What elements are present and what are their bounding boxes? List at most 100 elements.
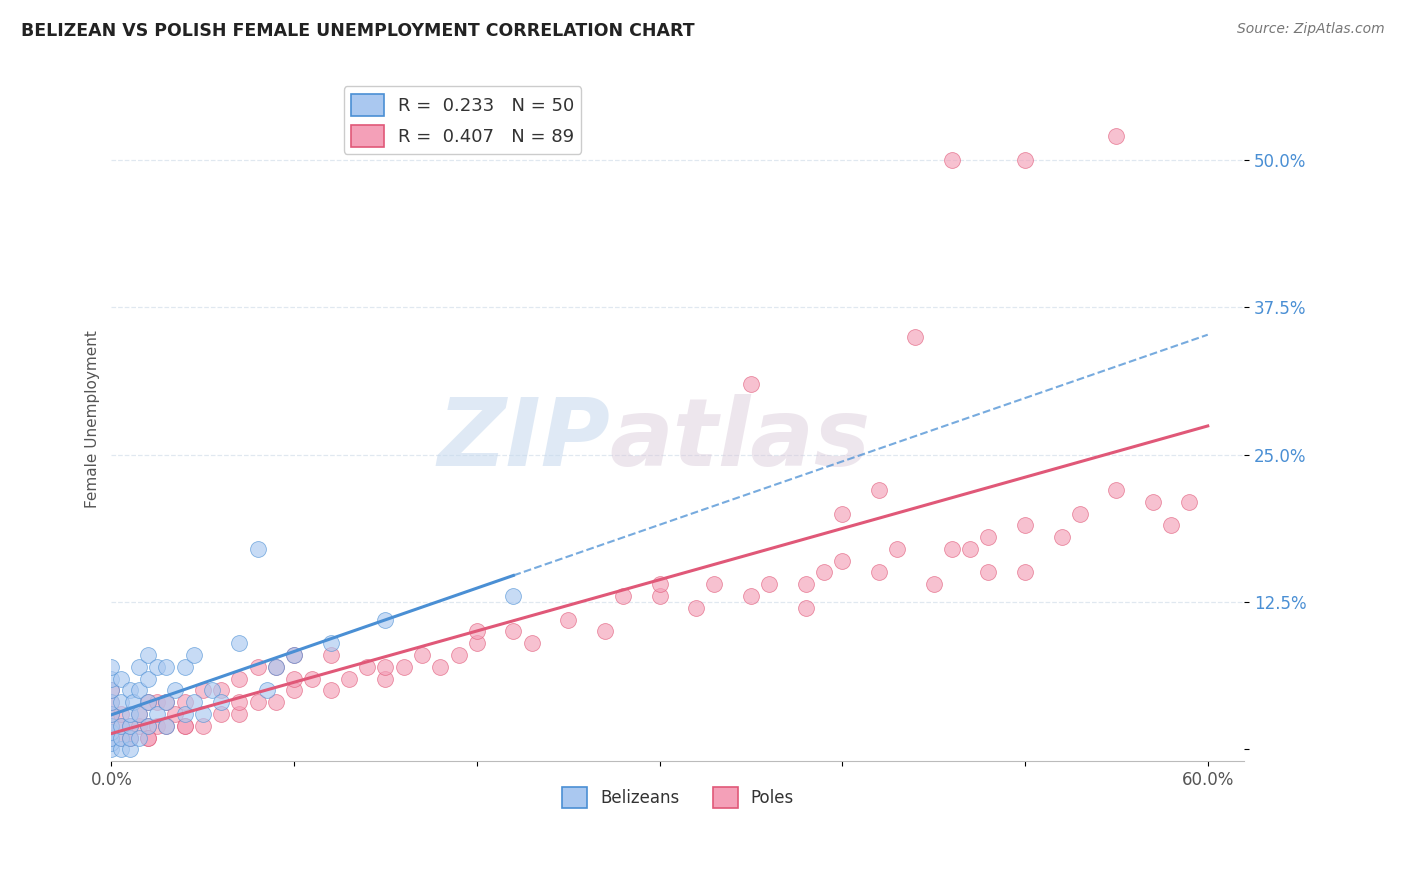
Point [146, 695, 169, 709]
Point [228, 695, 250, 709]
Point [201, 683, 224, 698]
Point [648, 589, 671, 603]
Point [228, 672, 250, 686]
Point [283, 648, 305, 662]
Point [1105, 129, 1128, 144]
Point [794, 600, 817, 615]
Point [100, 695, 122, 709]
Point [128, 706, 150, 721]
Point [100, 706, 122, 721]
Point [136, 731, 159, 745]
Point [1050, 530, 1073, 544]
Point [1014, 153, 1036, 167]
Point [264, 660, 287, 674]
Point [392, 660, 415, 674]
Point [941, 541, 963, 556]
Point [502, 624, 524, 639]
Point [128, 660, 150, 674]
Point [110, 742, 132, 756]
Point [118, 706, 141, 721]
Point [740, 589, 762, 603]
Point [209, 695, 232, 709]
Point [557, 613, 579, 627]
Point [283, 683, 305, 698]
Point [110, 731, 132, 745]
Point [136, 719, 159, 733]
Point [868, 483, 890, 497]
Point [136, 648, 159, 662]
Point [146, 706, 169, 721]
Point [155, 695, 177, 709]
Point [228, 636, 250, 650]
Point [959, 541, 981, 556]
Point [1178, 495, 1201, 509]
Point [100, 719, 122, 733]
Point [100, 731, 122, 745]
Point [136, 672, 159, 686]
Point [155, 695, 177, 709]
Point [465, 636, 488, 650]
Point [173, 719, 195, 733]
Text: ZIP: ZIP [437, 393, 610, 486]
Point [100, 672, 122, 686]
Point [429, 660, 451, 674]
Point [209, 683, 232, 698]
Point [118, 719, 141, 733]
Point [173, 719, 195, 733]
Point [155, 719, 177, 733]
Point [411, 648, 433, 662]
Point [283, 648, 305, 662]
Point [110, 706, 132, 721]
Point [128, 683, 150, 698]
Point [118, 731, 141, 745]
Point [128, 731, 150, 745]
Point [246, 660, 269, 674]
Point [447, 648, 470, 662]
Point [118, 731, 141, 745]
Point [831, 507, 853, 521]
Point [319, 648, 342, 662]
Point [146, 719, 169, 733]
Point [264, 695, 287, 709]
Point [374, 660, 396, 674]
Point [1142, 495, 1164, 509]
Text: BELIZEAN VS POLISH FEMALE UNEMPLOYMENT CORRELATION CHART: BELIZEAN VS POLISH FEMALE UNEMPLOYMENT C… [21, 22, 695, 40]
Point [100, 736, 122, 750]
Point [1014, 518, 1036, 533]
Point [173, 660, 195, 674]
Point [165, 683, 187, 698]
Point [502, 589, 524, 603]
Point [941, 153, 963, 167]
Point [593, 624, 616, 639]
Point [191, 719, 214, 733]
Point [100, 683, 122, 698]
Point [374, 672, 396, 686]
Point [977, 566, 1000, 580]
Point [868, 566, 890, 580]
Point [886, 541, 908, 556]
Point [1069, 507, 1091, 521]
Point [740, 376, 762, 391]
Point [118, 742, 141, 756]
Point [465, 624, 488, 639]
Point [122, 695, 145, 709]
Point [977, 530, 1000, 544]
Point [520, 636, 543, 650]
Point [118, 683, 141, 698]
Point [128, 706, 150, 721]
Point [110, 731, 132, 745]
Text: atlas: atlas [610, 393, 872, 486]
Point [155, 719, 177, 733]
Point [173, 706, 195, 721]
Legend: Belizeans, Poles: Belizeans, Poles [555, 780, 801, 814]
Point [319, 636, 342, 650]
Point [100, 660, 122, 674]
Point [165, 706, 187, 721]
Point [136, 695, 159, 709]
Point [100, 724, 122, 739]
Point [1160, 518, 1182, 533]
Point [228, 706, 250, 721]
Point [155, 660, 177, 674]
Point [118, 719, 141, 733]
Point [183, 695, 205, 709]
